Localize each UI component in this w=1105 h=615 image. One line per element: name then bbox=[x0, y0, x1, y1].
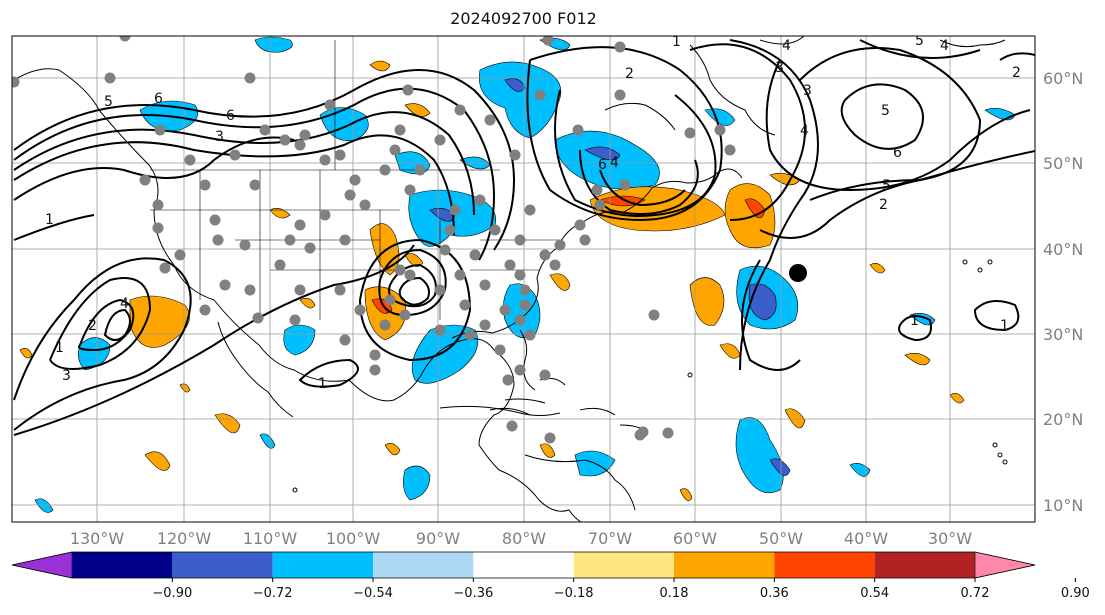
colorbar-tick-label: −0.90 bbox=[152, 586, 192, 601]
colorbar-segment bbox=[874, 552, 975, 578]
lat-label: 30°N bbox=[1043, 325, 1083, 344]
lat-label: 60°N bbox=[1043, 69, 1083, 88]
longitude-labels: 130°W 120°W 110°W 100°W 90°W 80°W 70°W 6… bbox=[70, 529, 972, 548]
lon-label: 50°W bbox=[759, 529, 803, 548]
colorbar: −0.90 −0.72 −0.54 −0.36 −0.18 0.18 0.36 0.54 0.7… bbox=[11, 551, 1090, 601]
colorbar-frame bbox=[11, 551, 1036, 579]
colorbar-tick-label: −0.54 bbox=[353, 586, 393, 601]
islands bbox=[292, 259, 1008, 493]
political-borders bbox=[150, 40, 560, 320]
lon-label: 30°W bbox=[928, 529, 972, 548]
colorbar-segment bbox=[272, 552, 373, 578]
latitude-labels: 60°N 50°N 40°N 30°N 20°N 10°N bbox=[1043, 69, 1083, 515]
lon-label: 40°W bbox=[844, 529, 888, 548]
contour-label: 2 bbox=[88, 318, 97, 334]
lon-label: 70°W bbox=[588, 529, 632, 548]
contour-label: 4 bbox=[120, 296, 129, 312]
map-panel: 5 6 6 3 1 2 4 1 3 1 6 4 1 2 3 4 4 3 5 6 … bbox=[12, 33, 1035, 522]
contour-label: 4 bbox=[782, 38, 791, 54]
colorbar-segment bbox=[72, 552, 173, 578]
lat-label: 10°N bbox=[1043, 496, 1083, 515]
contour-label: 6 bbox=[154, 91, 163, 107]
lon-label: 130°W bbox=[70, 529, 125, 548]
contour-label: 5 bbox=[881, 103, 890, 119]
contour-label: 1 bbox=[55, 340, 64, 356]
colorbar-segment bbox=[573, 552, 674, 578]
contour-label: 3 bbox=[775, 60, 784, 76]
contour-label: 5 bbox=[882, 178, 891, 194]
lat-label: 50°N bbox=[1043, 154, 1083, 173]
contour-label-group: 5 6 6 3 1 2 4 1 3 1 6 4 1 2 3 4 4 3 5 6 … bbox=[45, 33, 1021, 392]
contour-label: 5 bbox=[915, 33, 924, 49]
colorbar-tick-label: 0.72 bbox=[961, 586, 990, 601]
storm-center-marker bbox=[789, 264, 807, 282]
contour-label: 3 bbox=[215, 129, 224, 145]
colorbar-segment bbox=[774, 552, 875, 578]
lon-label: 120°W bbox=[157, 529, 212, 548]
contour-label: 3 bbox=[62, 368, 71, 384]
lon-label: 80°W bbox=[502, 529, 546, 548]
contour-label: 1 bbox=[1000, 318, 1009, 334]
contour-label: 2 bbox=[625, 66, 634, 82]
contour-label: 1 bbox=[318, 376, 327, 392]
contour-label: 6 bbox=[226, 108, 235, 124]
colorbar-tick-label: 0.90 bbox=[1061, 586, 1090, 601]
contour-lines bbox=[13, 39, 1035, 436]
colorbar-segment bbox=[373, 552, 474, 578]
lon-label: 100°W bbox=[326, 529, 381, 548]
contour-label: 2 bbox=[1012, 65, 1021, 81]
colorbar-tick-label: −0.36 bbox=[453, 586, 493, 601]
lon-label: 60°W bbox=[673, 529, 717, 548]
contour-label: 6 bbox=[893, 145, 902, 161]
colorbar-segment bbox=[674, 552, 775, 578]
contour-label: 1 bbox=[45, 212, 54, 228]
colorbar-tick-label: 0.18 bbox=[660, 586, 689, 601]
map-title: 2024092700 F012 bbox=[450, 9, 597, 28]
contour-label: 5 bbox=[104, 94, 113, 110]
contour-label: 6 bbox=[598, 157, 607, 173]
colorbar-tick-label: −0.72 bbox=[253, 586, 293, 601]
colorbar-segment bbox=[473, 552, 574, 578]
contour-label: 4 bbox=[940, 38, 949, 54]
contour-label: 4 bbox=[610, 155, 619, 171]
colorbar-segment bbox=[172, 552, 273, 578]
lat-label: 20°N bbox=[1043, 410, 1083, 429]
contour-label: 4 bbox=[800, 123, 809, 139]
lon-label: 110°W bbox=[243, 529, 298, 548]
colorbar-extend-max bbox=[974, 551, 1036, 579]
map-frame bbox=[11, 35, 1036, 523]
contour-label: 2 bbox=[879, 197, 888, 213]
colorbar-tick-label: 0.36 bbox=[760, 586, 789, 601]
contour-label: 1 bbox=[910, 313, 919, 329]
colorbar-tick-label: −0.18 bbox=[554, 586, 594, 601]
colorbar-extend-min bbox=[11, 551, 73, 579]
lat-label: 40°N bbox=[1043, 240, 1083, 259]
contour-label: 1 bbox=[672, 34, 681, 50]
colorbar-tick-label: 0.54 bbox=[860, 586, 889, 601]
lon-label: 90°W bbox=[416, 529, 460, 548]
contour-label: 3 bbox=[803, 83, 812, 99]
station-dots bbox=[12, 36, 736, 444]
